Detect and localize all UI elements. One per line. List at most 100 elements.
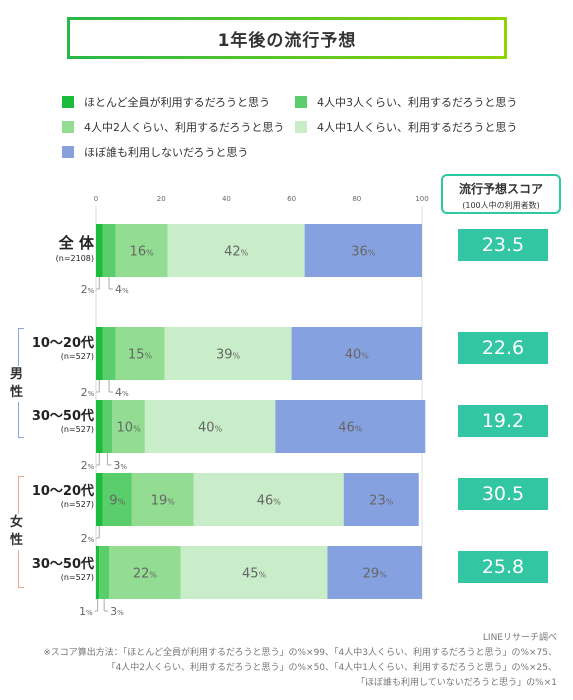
- row-label-n: (n=2108): [55, 254, 94, 263]
- bar-segment: [291, 327, 422, 380]
- row-label-male-young: 10〜20代 (n=527): [20, 332, 94, 361]
- legend-label: ほぼ誰も利用しないだろうと思う: [84, 146, 249, 159]
- score-box: 30.5: [458, 478, 548, 510]
- bar-segment: [99, 546, 110, 599]
- legend-label: 4人中1人くらい、利用するだろうと思う: [317, 121, 518, 134]
- x-tick-label: 20: [157, 195, 166, 203]
- bar-segment: [102, 327, 116, 380]
- row-label-male-older: 30〜50代 (n=527): [20, 405, 94, 434]
- data-label: 36%: [351, 245, 376, 260]
- data-label: 9%: [109, 494, 125, 509]
- score-header-title: 流行予想スコア: [458, 182, 543, 196]
- bar-segment: [144, 400, 276, 453]
- data-label: 46%: [338, 421, 363, 436]
- data-label: 42%: [224, 245, 249, 260]
- row-label-main: 全 体: [58, 234, 94, 252]
- legend-swatch: [295, 96, 307, 108]
- bar-segment: [167, 224, 305, 277]
- x-tick-label: 60: [287, 195, 296, 203]
- legend-item: 4人中1人くらい、利用するだろうと思う: [295, 119, 517, 135]
- data-label: 15%: [128, 348, 153, 363]
- legend-label: 4人中2人くらい、利用するだろうと思う: [84, 121, 285, 134]
- score-box: 23.5: [458, 229, 548, 261]
- row-label-n: (n=527): [60, 500, 94, 509]
- data-label: 4%: [115, 386, 129, 399]
- data-label: 2%: [81, 283, 95, 296]
- footer-note: ※スコア算出方法：「ほとんど全員が利用するだろうと思う」の%×99、「4人中3人…: [43, 648, 557, 658]
- bar-segment: [96, 327, 103, 380]
- x-tick-label: 0: [94, 195, 98, 203]
- row-label-female-young: 10〜20代 (n=527): [20, 480, 94, 509]
- bar-segment: [102, 473, 132, 526]
- bar-segment: [96, 473, 103, 526]
- data-label: 10%: [117, 421, 142, 436]
- row-label-n: (n=527): [60, 352, 94, 361]
- data-label: 46%: [257, 494, 282, 509]
- row-label-main: 10〜20代: [31, 336, 94, 351]
- legend-swatch: [62, 121, 74, 133]
- data-label: 3%: [110, 605, 124, 618]
- data-label: 2%: [81, 532, 95, 545]
- legend-swatch: [62, 96, 74, 108]
- bar-segment: [164, 327, 292, 380]
- footer-source: LINEリサーチ調べ: [482, 633, 557, 643]
- row-label-female-older: 30〜50代 (n=527): [20, 553, 94, 582]
- bar-segment: [102, 224, 116, 277]
- data-label: 29%: [363, 567, 388, 582]
- score-box: 22.6: [458, 332, 548, 364]
- bar-segment: [180, 546, 328, 599]
- data-label: 1%: [79, 605, 93, 618]
- row-label-main: 10〜20代: [31, 484, 94, 499]
- bar-segment: [193, 473, 344, 526]
- bar-segment: [115, 224, 168, 277]
- data-label: 3%: [113, 459, 127, 472]
- group-label-male: 男性: [10, 366, 24, 402]
- legend-item: ほぼ誰も利用しないだろうと思う: [62, 144, 248, 160]
- footer-note: 「4人中2人くらい、利用するだろうと思う」の%×50、「4人中1人くらい、利用す…: [106, 663, 557, 673]
- chart-title: 1年後の流行予想: [217, 30, 357, 51]
- data-label: 22%: [133, 567, 158, 582]
- legend-label: ほとんど全員が利用するだろうと思う: [84, 96, 271, 109]
- bar-segment: [96, 546, 100, 599]
- bar-segment: [109, 546, 181, 599]
- row-label-total: 全 体 (n=2108): [20, 232, 94, 263]
- bar-segment: [112, 400, 145, 453]
- bar-segment: [115, 327, 165, 380]
- x-tick-label: 100: [415, 195, 428, 203]
- bar-segment: [131, 473, 194, 526]
- data-label: 39%: [216, 348, 241, 363]
- group-label-female: 女性: [10, 514, 24, 550]
- row-label-main: 30〜50代: [31, 557, 94, 572]
- legend-swatch: [295, 121, 307, 133]
- score-header: 流行予想スコア (100人中の利用者数): [441, 174, 561, 214]
- legend-swatch: [62, 146, 74, 158]
- row-label-n: (n=527): [60, 425, 94, 434]
- chart-title-box: 1年後の流行予想: [67, 17, 507, 59]
- bar-segment: [102, 400, 113, 453]
- score-box: 25.8: [458, 551, 548, 583]
- bar-segment: [96, 224, 103, 277]
- bar-segment: [304, 224, 422, 277]
- bar-segment: [343, 473, 419, 526]
- data-label: 4%: [115, 283, 129, 296]
- data-label: 19%: [151, 494, 176, 509]
- legend-item: 4人中3人くらい、利用するだろうと思う: [295, 94, 517, 110]
- x-tick-label: 40: [222, 195, 231, 203]
- x-tick-label: 80: [352, 195, 361, 203]
- bar-segment: [327, 546, 422, 599]
- data-label: 40%: [198, 421, 223, 436]
- legend-item: 4人中2人くらい、利用するだろうと思う: [62, 119, 284, 135]
- bar-segment: [96, 400, 103, 453]
- data-label: 23%: [369, 494, 394, 509]
- row-label-n: (n=527): [60, 573, 94, 582]
- row-label-main: 30〜50代: [31, 409, 94, 424]
- data-label: 40%: [345, 348, 370, 363]
- legend-item: ほとんど全員が利用するだろうと思う: [62, 94, 270, 110]
- score-box: 19.2: [458, 405, 548, 437]
- footer-note: 「ほぼ誰も利用していないだろうと思う」の%×1: [355, 678, 557, 688]
- legend-label: 4人中3人くらい、利用するだろうと思う: [317, 96, 518, 109]
- data-label: 16%: [130, 245, 155, 260]
- data-label: 2%: [81, 459, 95, 472]
- score-header-sub: (100人中の利用者数): [462, 201, 540, 210]
